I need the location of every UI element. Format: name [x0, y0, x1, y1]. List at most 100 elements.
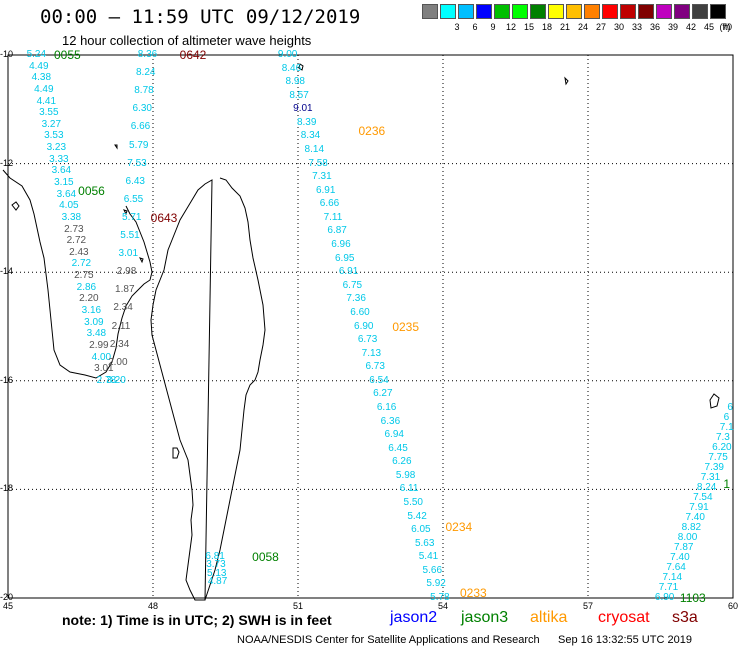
legend-swatch: [566, 4, 582, 19]
wave-height-value: 7.87: [673, 541, 694, 553]
wave-height-value: 4.38: [31, 72, 52, 84]
wave-height-value: 8.46: [281, 62, 302, 74]
track-time-label: 0058: [252, 550, 279, 565]
wave-height-value: 8.34: [300, 130, 321, 142]
wave-height-value: 7.39: [704, 461, 724, 473]
legend-label: 70: [721, 22, 732, 32]
wave-height-value: 8.39: [296, 116, 317, 128]
wave-height-value: 3.55: [39, 107, 59, 119]
wave-height-value: 5.78: [430, 592, 450, 603]
satellite-legend-jason2: jason2: [390, 609, 438, 626]
wave-height-value: 3.38: [61, 211, 82, 223]
mascarene-islands: [172, 63, 720, 459]
wave-height-value: 8.82: [681, 521, 702, 533]
wave-height-value: 7.1: [719, 421, 734, 433]
legend-label: 15: [523, 22, 534, 32]
wave-height-value: 5.51: [120, 230, 140, 241]
footer-credit: NOAA/NESDIS Center for Satellite Applica…: [237, 634, 692, 646]
track-time-label: 0642: [179, 48, 207, 62]
wave-height-value: 6.26: [392, 456, 412, 468]
wave-height-value: 2.00: [108, 356, 128, 368]
legend-swatch: [512, 4, 528, 19]
credit-text: NOAA/NESDIS Center for Satellite Applica…: [237, 634, 540, 646]
comoros-islands: [11, 144, 144, 264]
wave-height-value: 7.13: [361, 347, 382, 359]
wave-height-value: 8.78: [134, 85, 154, 97]
wave-height-value: 3.64: [56, 188, 77, 200]
map-frame: [7, 54, 734, 599]
africa-coastline: [2, 169, 153, 379]
legend-label: 18: [541, 22, 552, 32]
wave-height-value: 6.73: [365, 361, 385, 373]
track-time-label: 0234: [445, 520, 473, 535]
page-subtitle: 12 hour collection of altimeter wave hei…: [62, 33, 312, 48]
legend-label: 42: [685, 22, 696, 32]
wave-height-value: 6.91: [338, 266, 359, 278]
wave-height-value: 2.11: [111, 320, 131, 332]
legend-label: 24: [577, 22, 588, 32]
legend-swatch: [494, 4, 510, 19]
wave-height-value: 6.66: [319, 198, 340, 210]
legend-swatch: [530, 4, 546, 19]
wave-height-value: 4.49: [29, 60, 49, 72]
wave-height-value: 6: [723, 411, 730, 423]
legend-swatch: [620, 4, 636, 19]
wave-height-value: 3.20: [106, 374, 126, 386]
legend-label: 3: [454, 22, 460, 32]
legend-label: 21: [559, 22, 570, 32]
wave-height-value: 6: [727, 401, 733, 413]
wave-height-value: 7.91: [689, 501, 709, 513]
wave-height-value: 7.58: [308, 157, 328, 169]
wave-height-value: 7.14: [662, 571, 683, 583]
wave-height-value: 8.24: [136, 67, 156, 79]
wave-height-value: 7.54: [693, 491, 713, 503]
map-border: [7, 54, 734, 599]
wave-height-value: 6.75: [342, 279, 363, 291]
wave-height-value: 6.60: [350, 306, 370, 318]
wave-height-value: 3.48: [86, 328, 107, 340]
x-tick-label: 51: [293, 601, 304, 611]
legend-swatch: [476, 4, 492, 19]
wave-height-value: 3.73: [206, 559, 226, 571]
legend-label: 45: [703, 22, 714, 32]
wave-height-value: 6.90: [354, 320, 374, 332]
wave-height-value: 2.34: [109, 338, 130, 350]
legend-label: 33: [631, 22, 642, 32]
wave-height-value: 4.05: [59, 200, 79, 212]
wave-height-value: 5.79: [129, 139, 149, 151]
x-tick-label: 54: [438, 601, 449, 611]
wave-height-value: 5.92: [426, 578, 446, 590]
wave-height-value: 5.24: [26, 49, 47, 60]
wave-height-value: 8.36: [137, 49, 158, 60]
wave-height-value: 7.31: [700, 471, 721, 483]
y-tick-label: -18: [0, 483, 14, 494]
wave-height-value: 8.57: [289, 89, 309, 101]
wave-height-value: 7.36: [346, 293, 366, 305]
legend-label: 9: [490, 22, 496, 32]
y-tick-label: -20: [0, 592, 14, 602]
wave-height-value: 8.24: [696, 481, 717, 493]
legend-swatch: [548, 4, 564, 19]
satellite-legend-altika: altika: [530, 609, 568, 626]
wave-height-value: 7.71: [658, 581, 679, 593]
x-tick-label: 45: [3, 601, 14, 611]
legend-swatch: [584, 4, 600, 19]
x-tick-label: 48: [148, 601, 159, 611]
wave-height-value: 5.13: [207, 567, 227, 579]
wave-height-value: 9.01: [293, 103, 313, 115]
y-tick-label: -16: [0, 374, 14, 385]
madagascar-coastline: [150, 177, 266, 601]
y-tick-label: -10: [0, 49, 14, 59]
satellite-legend-s3a: s3a: [672, 609, 698, 626]
x-tick-label: 57: [583, 601, 594, 611]
legend-swatch: [458, 4, 474, 19]
wave-height-value: 6.20: [712, 441, 732, 453]
y-tick-label: -14: [0, 266, 14, 277]
wave-height-value: 3.23: [46, 142, 67, 154]
wave-height-value: 4.41: [36, 95, 57, 107]
wave-height-value: 6.73: [357, 334, 378, 346]
track-time-label: 0055: [54, 48, 81, 62]
wave-height-value: 3.16: [81, 304, 102, 316]
